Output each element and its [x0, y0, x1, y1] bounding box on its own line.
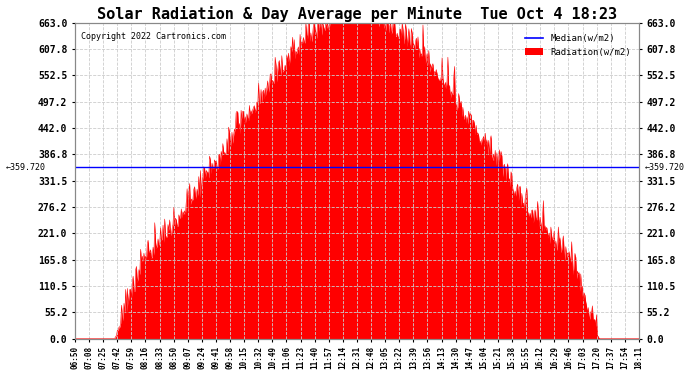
Text: ←359.720: ←359.720	[644, 163, 684, 172]
Title: Solar Radiation & Day Average per Minute  Tue Oct 4 18:23: Solar Radiation & Day Average per Minute…	[97, 6, 617, 21]
Legend: Median(w/m2), Radiation(w/m2): Median(w/m2), Radiation(w/m2)	[521, 30, 634, 60]
Text: Copyright 2022 Cartronics.com: Copyright 2022 Cartronics.com	[81, 32, 226, 41]
Text: ←359.720: ←359.720	[6, 163, 46, 172]
